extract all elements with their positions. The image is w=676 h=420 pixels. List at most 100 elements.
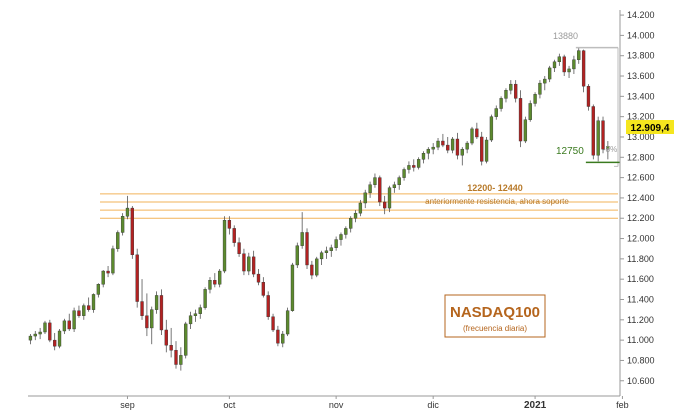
x-tick-label: 2021 (524, 400, 547, 411)
candle-body (82, 305, 86, 316)
candle-body (339, 234, 343, 240)
chart-title: NASDAQ100 (450, 304, 540, 321)
candle-body (310, 264, 314, 276)
candle-body (373, 177, 377, 185)
y-tick-label: 11.000 (627, 335, 654, 345)
candle-body (203, 289, 207, 308)
x-tick-label: feb (616, 400, 629, 410)
candle-body (271, 316, 275, 331)
candle-body (28, 335, 33, 341)
candle-body (208, 280, 212, 290)
candle-body (242, 253, 246, 272)
candle-body (319, 252, 324, 260)
high-marker-label: 13880 (553, 31, 578, 41)
candle-body (353, 212, 358, 219)
candle-body (329, 247, 333, 251)
candle-body (150, 309, 154, 329)
candle-body (281, 333, 285, 344)
candle-body (145, 315, 149, 329)
candle-body (596, 120, 600, 156)
candle-body (489, 116, 494, 141)
candle-body (305, 232, 309, 266)
candle-body (62, 320, 67, 332)
candle-body (358, 202, 363, 214)
candle-body (53, 339, 57, 347)
candle-body (120, 216, 125, 233)
candle-body (387, 187, 392, 209)
candle-body (538, 82, 542, 95)
candles-layer (28, 47, 610, 371)
candle-body (154, 295, 159, 310)
zone-label: 12200- 12440 (467, 183, 523, 193)
candle-body (557, 56, 562, 63)
candle-body (101, 270, 105, 285)
candle-body (528, 103, 532, 120)
y-tick-label: 10.800 (627, 355, 655, 365)
x-tick-label: dic (427, 400, 439, 410)
y-tick-label: 13.800 (627, 51, 655, 61)
candle-body (91, 294, 96, 310)
y-tick-label: 12.200 (627, 213, 655, 223)
candle-body (552, 61, 557, 69)
y-tick-label: 13.000 (627, 132, 655, 142)
y-tick-label: 13.400 (627, 91, 655, 101)
candle-body (222, 220, 227, 272)
candle-body (543, 78, 547, 84)
candle-body (295, 245, 299, 266)
x-tick-label: nov (329, 400, 344, 410)
y-tick-label: 12.400 (627, 193, 655, 203)
candle-body (378, 177, 382, 203)
candle-body (562, 56, 566, 73)
candle-body (232, 228, 236, 243)
x-tick-label: sep (120, 400, 135, 410)
candle-body (567, 68, 571, 73)
candle-body (586, 85, 591, 107)
candle-body (518, 98, 523, 142)
candle-body (581, 50, 586, 87)
candle-body (247, 256, 251, 272)
candle-body (218, 270, 222, 285)
candle-body (57, 330, 62, 347)
candle-body (213, 280, 217, 285)
last-price-label: 12.909,4 (631, 123, 670, 134)
candle-body (455, 138, 460, 156)
markers-layer (575, 46, 620, 167)
candle-body (77, 310, 81, 316)
candle-body (523, 119, 528, 142)
candle-body (67, 320, 71, 330)
x-tick-label: oct (223, 400, 236, 410)
y-tick-label: 13.200 (627, 112, 655, 122)
candle-body (261, 282, 265, 296)
candle-body (591, 106, 595, 156)
candle-body (436, 140, 440, 148)
candle-body (106, 270, 110, 274)
candle-body (38, 331, 42, 335)
candle-body (237, 242, 241, 254)
candle-body (509, 83, 513, 91)
candle-body (290, 264, 295, 311)
candle-body (125, 207, 130, 217)
candle-body (324, 250, 329, 253)
candle-body (514, 83, 518, 99)
candle-body (606, 146, 610, 150)
y-tick-label: 11.800 (627, 254, 654, 264)
candle-body (421, 153, 426, 160)
candle-body (72, 310, 76, 330)
y-tick-label: 12.800 (627, 152, 655, 162)
candle-body (169, 345, 173, 351)
candle-body (300, 232, 304, 246)
candle-body (407, 165, 411, 170)
candle-body (179, 355, 183, 365)
y-tick-label: 12.000 (627, 234, 655, 244)
candle-body (484, 139, 489, 162)
candle-body (184, 323, 188, 356)
candle-body (256, 273, 261, 283)
candle-body (533, 94, 537, 104)
candle-body (431, 146, 435, 150)
candle-body (135, 254, 139, 302)
candle-body (494, 108, 498, 117)
candle-body (363, 192, 367, 204)
candle-body (572, 59, 576, 70)
candle-body (33, 333, 37, 337)
candle-body (547, 67, 552, 80)
